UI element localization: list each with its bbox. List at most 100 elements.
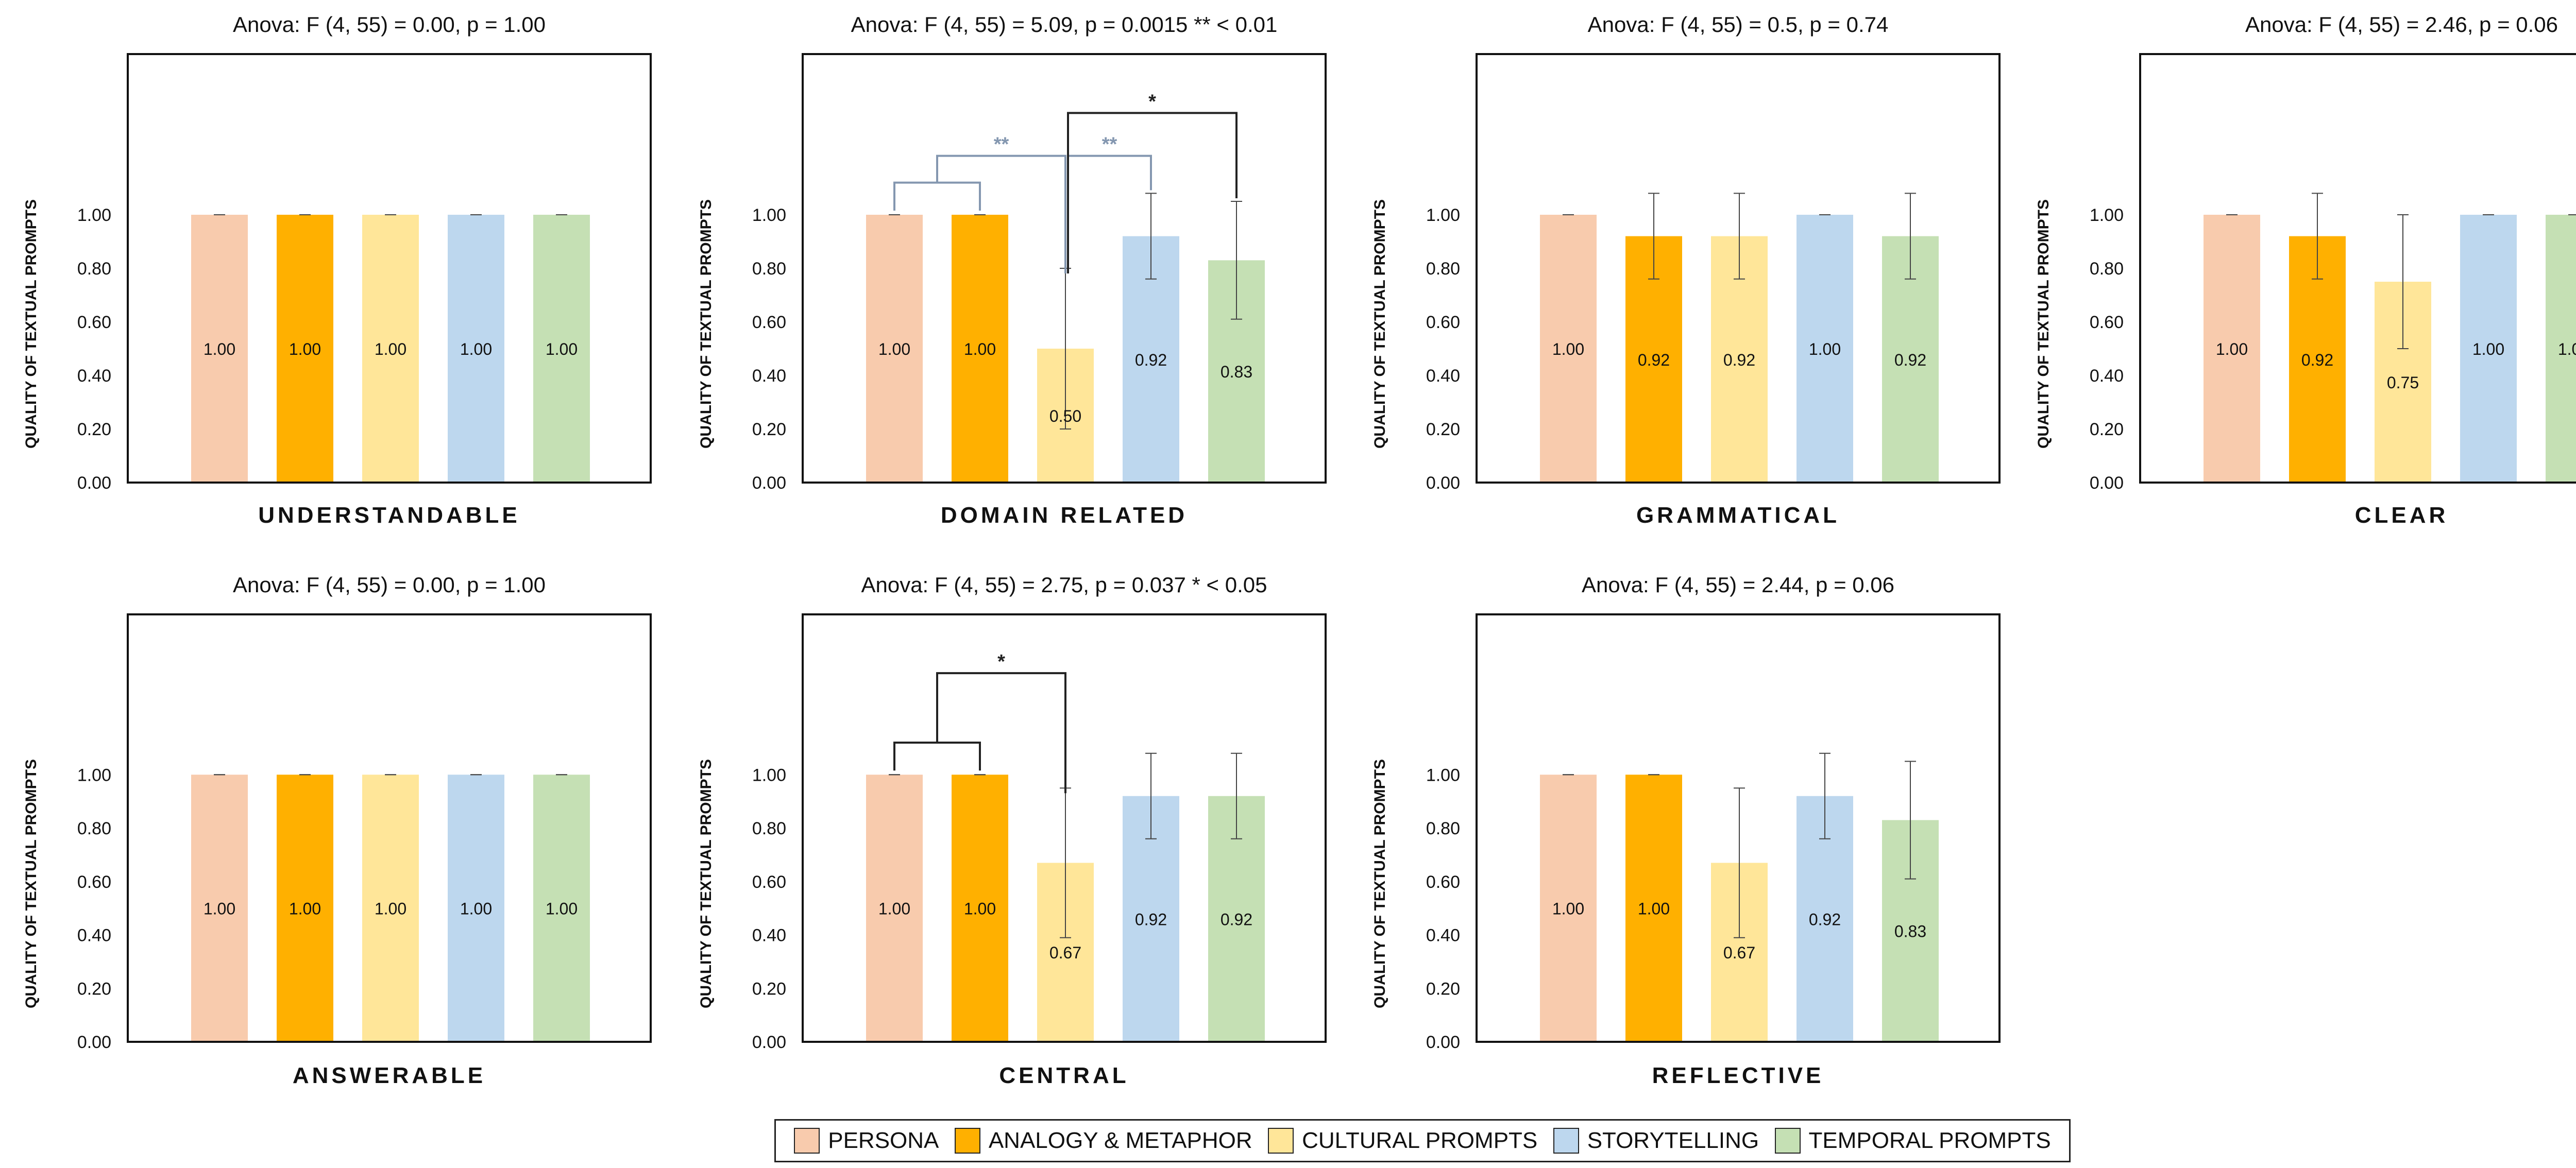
y-tick-label: 1.00 <box>77 765 111 785</box>
sig-label: * <box>997 651 1005 673</box>
data-label: 0.67 <box>1049 943 1081 962</box>
legend-swatch-storytelling <box>1553 1128 1579 1154</box>
bar <box>533 775 590 1042</box>
y-tick-label: 0.80 <box>1426 819 1460 838</box>
y-axis-label: QUALITY OF TEXTUAL PROMPTS <box>698 759 715 1008</box>
panel-title: Anova: F (4, 55) = 5.09, p = 0.0015 ** <… <box>851 12 1278 37</box>
data-label: 1.00 <box>1809 340 1841 358</box>
y-tick-label: 1.00 <box>752 765 786 785</box>
data-label: 1.00 <box>2558 340 2576 358</box>
data-label: 0.92 <box>1809 910 1841 929</box>
y-tick-label: 0.80 <box>1426 259 1460 279</box>
bar <box>866 775 923 1042</box>
x-axis-label: GRAMMATICAL <box>1636 503 1840 528</box>
bar <box>1797 215 1853 483</box>
y-tick-label: 0.00 <box>752 473 786 493</box>
sig-bracket <box>1067 112 1238 273</box>
sig-bracket <box>936 154 1066 273</box>
legend-item-analogy: ANALOGY & METAPHOR <box>954 1128 1252 1154</box>
bar <box>277 775 333 1042</box>
data-label: 1.00 <box>878 900 910 918</box>
plot-frame <box>127 613 652 1043</box>
data-label: 1.00 <box>964 340 996 358</box>
y-tick-label: 0.20 <box>752 979 786 999</box>
y-tick-label: 0.00 <box>752 1033 786 1052</box>
plot-frame <box>2139 53 2576 484</box>
data-label: 1.00 <box>204 900 235 918</box>
y-tick-label: 0.60 <box>752 313 786 332</box>
y-tick-label: 0.20 <box>2090 420 2124 439</box>
legend-swatch-persona <box>794 1128 820 1154</box>
panel-central: Anova: F (4, 55) = 2.75, p = 0.037 * < 0… <box>698 573 1327 1088</box>
data-label: 0.92 <box>1723 351 1755 369</box>
y-tick-label: 0.40 <box>77 926 111 946</box>
panel-grammatical: Anova: F (4, 55) = 0.5, p = 0.74 0.00 0.20… <box>1371 12 2001 528</box>
data-label: 1.00 <box>204 340 235 358</box>
y-tick-label: 0.40 <box>2090 366 2124 386</box>
data-label: 1.00 <box>546 900 578 918</box>
data-label: 0.67 <box>1723 943 1755 962</box>
legend-swatch-temporal <box>1774 1128 1801 1154</box>
y-axis-label: QUALITY OF TEXTUAL PROMPTS <box>1371 199 1388 449</box>
sig-label: * <box>1148 91 1156 112</box>
data-label: 1.00 <box>546 340 578 358</box>
legend-item-temporal: TEMPORAL PROMPTS <box>1774 1128 2051 1154</box>
data-label: 1.00 <box>2216 340 2248 358</box>
y-tick-label: 1.00 <box>77 205 111 225</box>
y-tick-label: 0.40 <box>752 366 786 386</box>
bar <box>448 215 504 483</box>
data-label: 1.00 <box>1552 900 1584 918</box>
y-axis-label: QUALITY OF TEXTUAL PROMPTS <box>698 199 715 449</box>
data-label: 1.00 <box>289 340 321 358</box>
legend-item-persona: PERSONA <box>794 1128 939 1154</box>
x-axis-label: DOMAIN RELATED <box>941 503 1188 528</box>
y-tick-label: 1.00 <box>2090 205 2124 225</box>
y-tick-label: 0.20 <box>752 420 786 439</box>
panel-title: Anova: F (4, 55) = 0.5, p = 0.74 <box>1588 12 1889 37</box>
bar <box>866 215 923 483</box>
bar <box>533 215 590 483</box>
bar <box>362 215 419 483</box>
y-tick-label: 1.00 <box>1426 205 1460 225</box>
y-tick-label: 0.80 <box>752 819 786 838</box>
data-label: 1.00 <box>375 900 406 918</box>
y-tick-label: 0.80 <box>77 259 111 279</box>
plot-frame <box>1476 53 2001 484</box>
bar <box>2460 215 2517 483</box>
data-label: 1.00 <box>1552 340 1584 358</box>
y-tick-label: 0.20 <box>1426 420 1460 439</box>
x-axis-label: CLEAR <box>2355 503 2449 528</box>
x-axis-label: ANSWERABLE <box>293 1063 486 1088</box>
y-tick-label: 0.20 <box>77 420 111 439</box>
y-axis-label: QUALITY OF TEXTUAL PROMPTS <box>2035 199 2052 449</box>
legend-swatch-analogy <box>954 1128 980 1154</box>
panel-understandable: Anova: F (4, 55) = 0.00, p = 1.00 0.00 0.2… <box>23 12 652 528</box>
x-axis-label: REFLECTIVE <box>1652 1063 1824 1088</box>
plot-frame <box>802 613 1327 1043</box>
x-axis-label: CENTRAL <box>999 1063 1129 1088</box>
y-tick-label: 0.00 <box>77 1033 111 1052</box>
panel-answerable: Anova: F (4, 55) = 0.00, p = 1.00 0.00 0.2… <box>23 573 652 1088</box>
data-label: 0.92 <box>1135 351 1167 369</box>
bar <box>362 775 419 1042</box>
y-tick-label: 1.00 <box>752 205 786 225</box>
y-tick-label: 0.60 <box>2090 313 2124 332</box>
legend-label-storytelling: STORYTELLING <box>1587 1128 1759 1153</box>
y-tick-label: 0.40 <box>77 366 111 386</box>
legend-item-storytelling: STORYTELLING <box>1553 1128 1759 1154</box>
bar <box>952 215 1008 483</box>
bar <box>191 775 248 1042</box>
panel-clear: Anova: F (4, 55) = 2.46, p = 0.06 0.00 0.2… <box>2035 12 2576 528</box>
data-label: 0.92 <box>2301 351 2333 369</box>
legend-label-cultural: CULTURAL PROMPTS <box>1302 1128 1538 1153</box>
panel-title: Anova: F (4, 55) = 2.46, p = 0.06 <box>2245 12 2558 37</box>
y-tick-label: 0.60 <box>77 872 111 892</box>
data-label: 0.50 <box>1049 407 1081 425</box>
y-axis-label: QUALITY OF TEXTUAL PROMPTS <box>23 759 40 1008</box>
y-tick-label: 0.00 <box>77 473 111 493</box>
bar <box>448 775 504 1042</box>
y-tick-label: 0.60 <box>77 313 111 332</box>
y-axis-label: QUALITY OF TEXTUAL PROMPTS <box>1371 759 1388 1008</box>
legend-item-cultural: CULTURAL PROMPTS <box>1268 1128 1537 1154</box>
data-label: 0.92 <box>1221 910 1252 929</box>
